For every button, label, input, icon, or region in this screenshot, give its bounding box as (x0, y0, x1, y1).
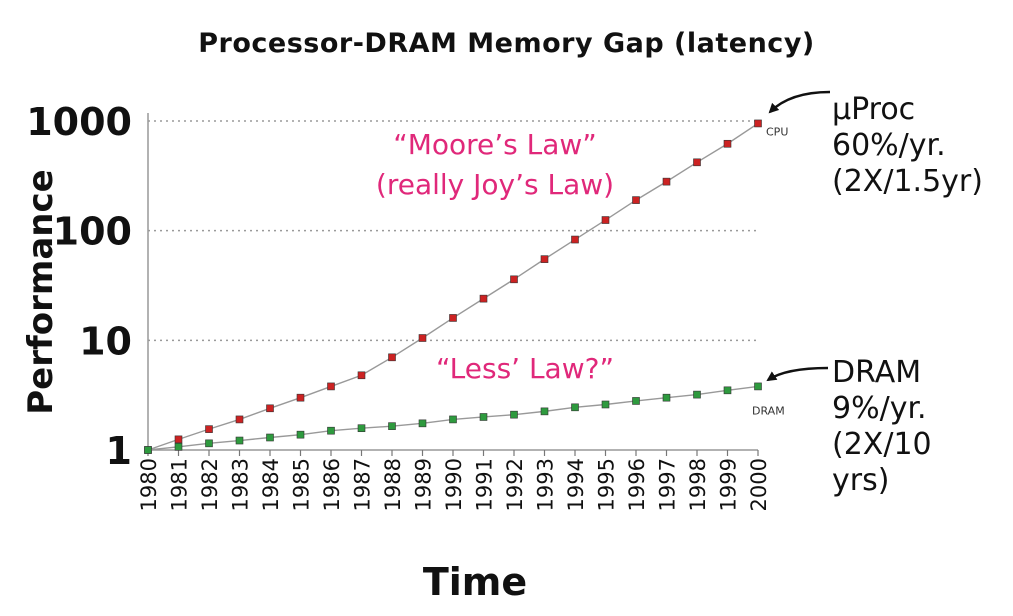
moores-law-line-1: “Moore’s Law” (393, 128, 597, 161)
x-tick-label: 1981 (168, 458, 192, 511)
data-point-dram (327, 426, 335, 435)
cpu-growth-note: µProc 60%/yr. (2X/1.5yr) (832, 92, 983, 200)
data-point-dram (174, 442, 183, 451)
data-point-dram (235, 436, 244, 445)
dram-series-label: DRAM (752, 404, 785, 417)
x-tick-label: 1993 (534, 458, 558, 511)
tick-labels: 1 10 100 1000 1980 1981 1982 1983 1984 1985 1986 19… (26, 100, 788, 511)
x-tick-label: 1999 (717, 458, 741, 511)
data-point-cpu (296, 393, 305, 402)
cpu-note-line-3: (2X/1.5yr) (832, 164, 983, 199)
dram-note-line-4: yrs) (832, 463, 890, 498)
x-tick-label: 1987 (351, 458, 375, 511)
data-point-cpu (479, 294, 488, 303)
dram-note-line-1: DRAM (832, 355, 922, 390)
data-point-dram (266, 433, 274, 442)
x-tick-label: 1980 (137, 458, 161, 511)
series (144, 119, 762, 454)
data-point-dram (632, 397, 640, 405)
data-point-dram (418, 419, 427, 428)
x-tick-label: 1992 (503, 458, 527, 511)
x-tick-label: 1997 (656, 458, 680, 511)
x-tick-label: 1991 (473, 458, 497, 511)
x-tick-label: 1982 (198, 458, 222, 511)
data-point-dram (296, 430, 305, 439)
axes (147, 113, 759, 456)
data-point-cpu (327, 382, 335, 391)
data-point-cpu (205, 425, 213, 433)
x-tick-label: 1985 (290, 458, 314, 511)
moores-law-line-2: (really Joy’s Law) (375, 168, 615, 201)
x-tick-label: 1996 (625, 458, 649, 511)
less-law-annotation: “Less’ Law?” (436, 352, 614, 385)
chart-title: Processor-DRAM Memory Gap (latency) (198, 28, 815, 59)
data-point-cpu (357, 371, 366, 380)
x-axis-label: Time (0, 560, 940, 604)
dram-growth-note: DRAM 9%/yr. (2X/10 yrs) (832, 355, 932, 499)
data-point-cpu (601, 216, 610, 224)
y-tick-label: 1000 (26, 100, 132, 144)
data-point-cpu (571, 235, 579, 244)
data-point-dram (144, 446, 152, 454)
x-tick-label: 1984 (259, 458, 283, 511)
x-tick-label: 1986 (320, 458, 344, 511)
dram-note-line-3: (2X/10 (832, 427, 932, 462)
cpu-note-line-1: µProc (832, 92, 916, 127)
data-point-dram (357, 424, 366, 433)
data-point-cpu (418, 334, 427, 342)
x-tick-label: 1990 (442, 458, 466, 511)
data-point-cpu (723, 139, 732, 148)
data-point-dram (723, 386, 732, 395)
cpu-arrow (768, 90, 831, 114)
data-point-dram (601, 400, 610, 409)
data-point-cpu (754, 119, 762, 128)
data-point-dram (510, 410, 518, 419)
x-tick-label: 2000 (747, 458, 771, 511)
data-point-cpu (174, 435, 183, 444)
y-tick-label: 100 (53, 210, 132, 254)
data-point-cpu (693, 158, 701, 167)
x-tick-label: 1989 (412, 458, 436, 511)
moores-law-annotation: “Moore’s Law” (really Joy’s Law) (345, 125, 645, 205)
x-tick-label: 1983 (229, 458, 253, 511)
data-point-dram (662, 393, 671, 402)
data-point-cpu (266, 404, 274, 413)
x-tick-label: 1994 (564, 458, 588, 511)
cpu-series-label: CPU (766, 125, 788, 138)
data-point-dram (479, 413, 488, 421)
y-tick-label: 10 (79, 319, 132, 363)
data-point-cpu (388, 353, 396, 362)
data-point-dram (540, 407, 549, 416)
x-tick-label: 1995 (595, 458, 619, 511)
data-point-cpu (540, 255, 549, 263)
data-point-cpu (632, 196, 640, 204)
data-point-cpu (662, 177, 671, 186)
data-point-dram (449, 415, 457, 424)
data-point-dram (754, 382, 762, 391)
data-point-cpu (449, 314, 457, 322)
y-tick-label: 1 (106, 429, 132, 473)
x-tick-label: 1988 (381, 458, 405, 511)
data-point-cpu (510, 275, 518, 284)
cpu-note-line-2: 60%/yr. (832, 128, 946, 163)
data-point-dram (205, 439, 213, 448)
data-point-dram (571, 403, 579, 412)
data-point-dram (388, 422, 396, 430)
data-point-dram (693, 390, 701, 399)
data-point-cpu (235, 415, 244, 424)
dram-arrow (766, 366, 829, 382)
x-tick-label: 1998 (686, 458, 710, 511)
dram-note-line-2: 9%/yr. (832, 391, 927, 426)
x-axis-label-text: Time (422, 560, 528, 604)
